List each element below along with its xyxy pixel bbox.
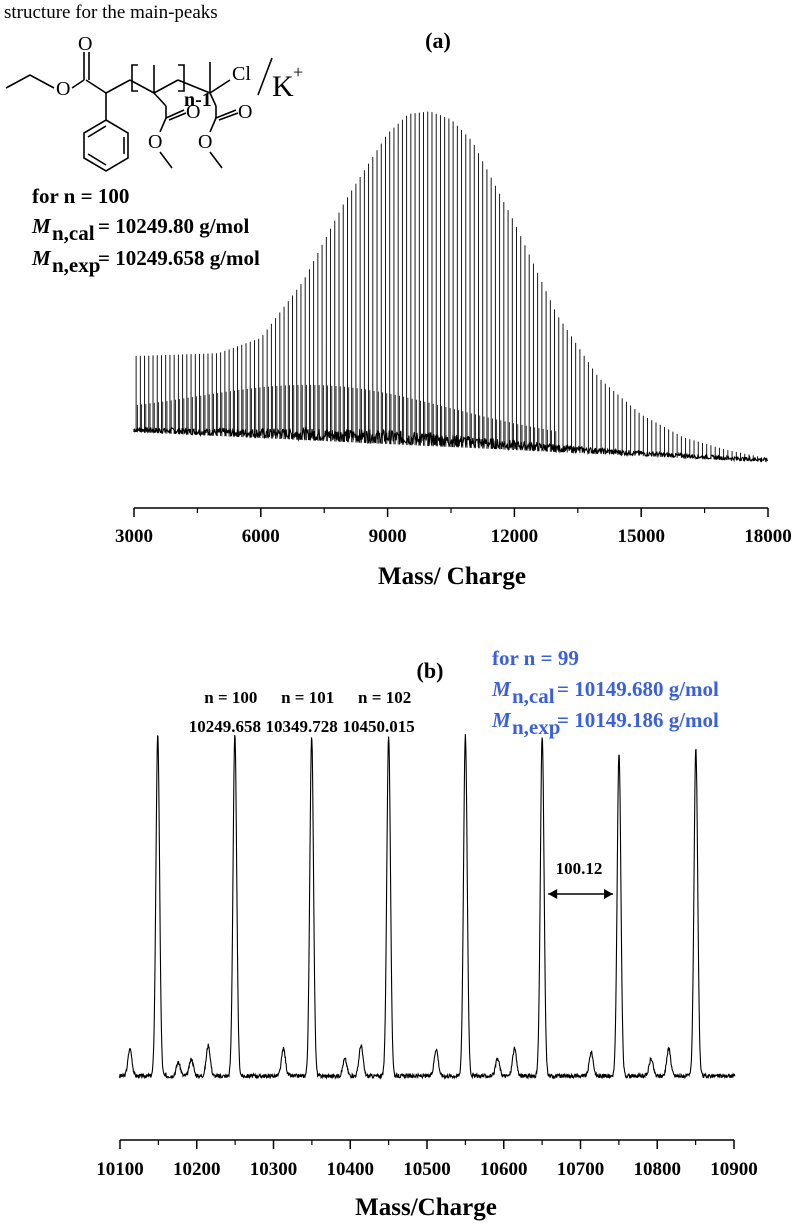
svg-text:O: O (78, 33, 92, 55)
baseline-noise-a (133, 426, 769, 463)
x-tick-label-a: 18000 (744, 526, 792, 547)
annotation-b-n: for n = 99 (492, 646, 579, 670)
x-tick-label-b: 10200 (173, 1159, 221, 1180)
spacing-arrow-head-left (548, 889, 558, 899)
secondary-peak-lines-a (136, 384, 557, 452)
x-axis-a: 3000 6000 9000 12000 15000 18000 (115, 507, 792, 547)
peak-n-label: n = 101 (281, 688, 334, 707)
annotation-a-exp-sub: n,exp (52, 253, 100, 277)
x-axis-title-a: Mass/ Charge (378, 563, 526, 590)
annotation-a-exp-val: = 10249.658 g/mol (98, 246, 260, 270)
annotation-b-m-exp: M (491, 708, 512, 732)
spectrum-a-plot (133, 111, 769, 463)
main-peak-lines-a (135, 111, 767, 462)
spacing-arrow-head-right (604, 889, 614, 899)
x-tick-label-b: 10300 (250, 1159, 298, 1180)
chemical-structure: O O O O (5, 33, 273, 172)
annotation-b-exp-val: = 10149.186 g/mol (557, 708, 719, 732)
x-tick-label-b: 10100 (96, 1159, 144, 1180)
peak-n-label: n = 100 (204, 688, 257, 707)
x-tick-label-b: 10900 (710, 1159, 758, 1180)
annotation-b-cal-sub: n,cal (512, 684, 555, 708)
annotation-b-m-cal: M (491, 677, 512, 701)
peak-mass-label: 10249.658 (189, 717, 261, 736)
x-tick-label-b: 10400 (327, 1159, 375, 1180)
chlorine-label: Cl (232, 63, 251, 85)
peak-mass-label: 10450.015 (343, 717, 415, 736)
annotation-a-cal-sub: n,cal (52, 221, 95, 245)
x-axis-title-b: Mass/Charge (355, 1194, 497, 1221)
x-tick-label-a: 3000 (115, 526, 153, 547)
panel-b: 10100 10200 10300 10400 10500 10600 10700 10800… (96, 646, 758, 1221)
repeat-subscript: n-1 (184, 89, 212, 111)
annotation-b-exp-sub: n,exp (512, 715, 560, 739)
peak-labels-b: n = 100 10249.658 n = 101 10349.728 n = 102 1… (189, 688, 415, 736)
x-tick-label-b: 10600 (480, 1159, 528, 1180)
peak-mass-label: 10349.728 (266, 717, 338, 736)
svg-text:O: O (186, 101, 200, 123)
x-tick-label-a: 9000 (369, 526, 407, 547)
svg-text:O: O (238, 101, 252, 123)
spectrum-b-plot (118, 734, 736, 1080)
annotation-a-n: for n = 100 (32, 184, 129, 208)
x-tick-label-b: 10800 (634, 1159, 682, 1180)
x-tick-label-a: 15000 (617, 526, 665, 547)
x-tick-label-b: 10700 (557, 1159, 605, 1180)
panel-label-a: (a) (425, 28, 451, 53)
structure-caption: structure for the main-peaks (4, 2, 218, 23)
potassium-charge: + (293, 62, 303, 82)
panel-a: 3000 6000 9000 12000 15000 18000 (a) Mass/ Ch… (4, 2, 792, 590)
potassium-label: K (272, 70, 294, 103)
annotation-a-m-exp: M (31, 246, 52, 270)
x-axis-b: 10100 10200 10300 10400 10500 10600 10700 10800… (96, 1139, 758, 1180)
spectrum-trace-b (118, 734, 736, 1080)
annotation-a-m-cal: M (31, 214, 52, 238)
annotation-b-cal-val: = 10149.680 g/mol (557, 677, 719, 701)
x-tick-label-a: 6000 (242, 526, 280, 547)
x-tick-label-a: 12000 (491, 526, 539, 547)
svg-text:O: O (56, 78, 70, 100)
svg-text:O: O (148, 131, 162, 153)
panel-label-b: (b) (417, 658, 444, 683)
x-tick-label-b: 10500 (403, 1159, 451, 1180)
peak-spacing-label: 100.12 (556, 859, 603, 878)
peak-n-label: n = 102 (358, 688, 411, 707)
peak-spacing-arrow (548, 889, 614, 899)
annotation-a-cal-val: = 10249.80 g/mol (98, 214, 250, 238)
svg-text:O: O (198, 131, 212, 153)
